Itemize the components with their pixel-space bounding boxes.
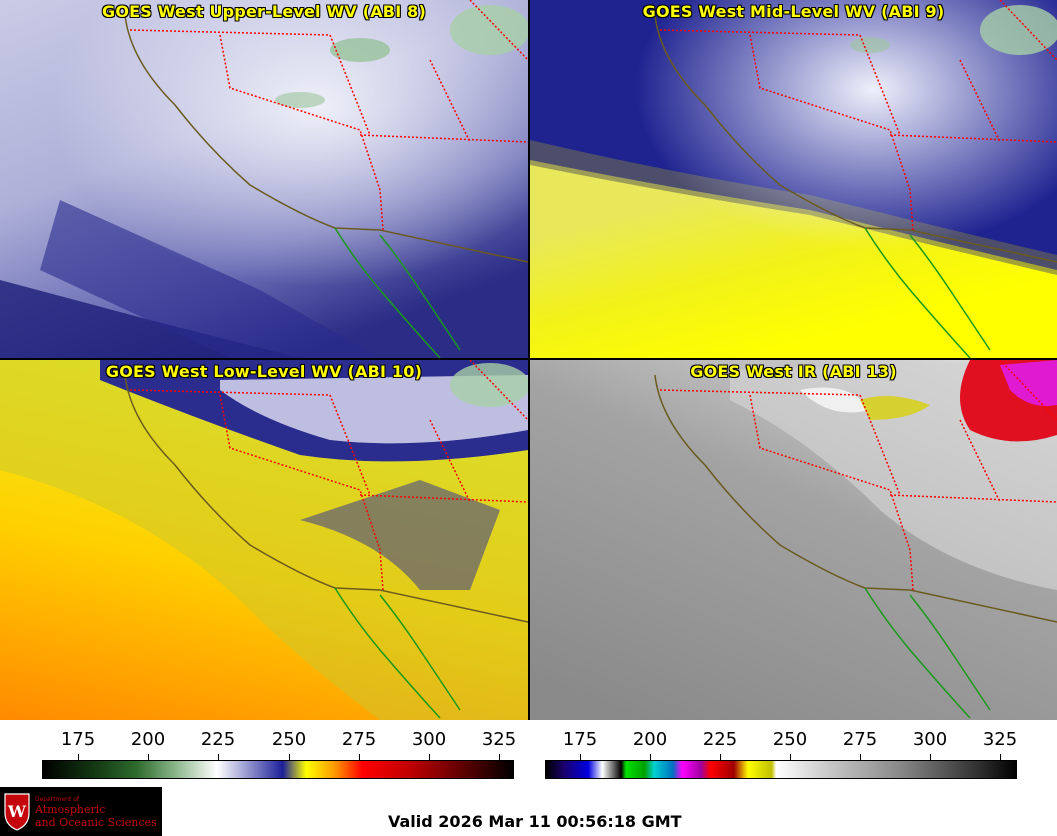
crest-letter: W (7, 802, 27, 821)
tick-mark (790, 754, 791, 760)
tick-label: 325 (481, 729, 517, 750)
tick-mark (1000, 754, 1001, 760)
uw-crest-icon: W (4, 793, 30, 831)
tick-mark (930, 754, 931, 760)
tick-mark (78, 754, 79, 760)
tick-label: 300 (912, 729, 948, 750)
tick-mark (359, 754, 360, 760)
tick-label: 225 (702, 729, 738, 750)
panel-title: GOES West Upper-Level WV (ABI 8) (102, 2, 426, 21)
tick-mark (580, 754, 581, 760)
panel-divider-vertical (528, 0, 530, 720)
panel-title: GOES West Mid-Level WV (ABI 9) (642, 2, 945, 21)
tick-label: 300 (411, 729, 447, 750)
panel-divider-horizontal (0, 358, 1057, 360)
tick-mark (289, 754, 290, 760)
panel-title: GOES West IR (ABI 13) (690, 362, 897, 381)
panel-ir: GOES West IR (ABI 13) (530, 360, 1057, 720)
tick-label: 225 (200, 729, 236, 750)
logo-department: Department of (35, 796, 79, 803)
ir-image (530, 360, 1057, 720)
tick-label: 325 (982, 729, 1018, 750)
tick-label: 175 (60, 729, 96, 750)
tick-label: 275 (341, 729, 377, 750)
aos-logo: W Department of Atmospheric and Oceanic … (0, 787, 162, 836)
tick-mark (148, 754, 149, 760)
panel-title: GOES West Low-Level WV (ABI 10) (105, 362, 423, 381)
valid-time: Valid 2026 Mar 11 00:56:18 GMT (388, 812, 682, 831)
tick-mark (429, 754, 430, 760)
wv-colorbar (42, 760, 514, 779)
tick-mark (499, 754, 500, 760)
tick-label: 200 (632, 729, 668, 750)
wv-upper-image (0, 0, 528, 358)
wv-low-image (0, 360, 528, 720)
tick-mark (650, 754, 651, 760)
ir-colorbar (545, 760, 1017, 779)
tick-label: 275 (842, 729, 878, 750)
tick-label: 175 (562, 729, 598, 750)
panel-upper-level-wv: GOES West Upper-Level WV (ABI 8) (0, 0, 528, 358)
logo-line2: and Oceanic Sciences (35, 816, 157, 829)
panel-mid-level-wv: GOES West Mid-Level WV (ABI 9) (530, 0, 1057, 358)
logo-line1: Atmospheric (35, 803, 106, 816)
tick-mark (720, 754, 721, 760)
tick-mark (860, 754, 861, 760)
tick-label: 250 (772, 729, 808, 750)
panel-low-level-wv: GOES West Low-Level WV (ABI 10) (0, 360, 528, 720)
tick-label: 200 (130, 729, 166, 750)
wv-mid-image (530, 0, 1057, 358)
tick-mark (218, 754, 219, 760)
tick-label: 250 (271, 729, 307, 750)
